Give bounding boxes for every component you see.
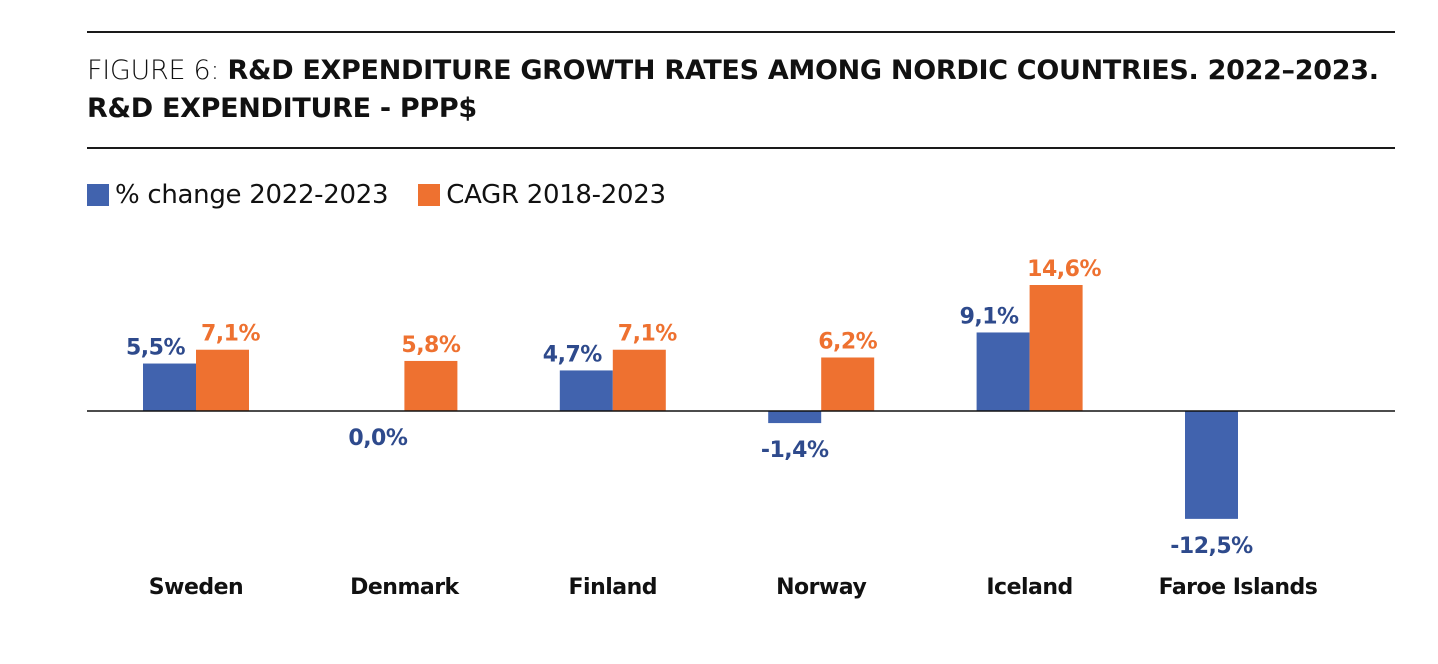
top-rule <box>87 31 1395 33</box>
data-label: 14,6% <box>1027 257 1101 282</box>
legend-swatch-pct-change <box>87 184 109 206</box>
bar-cagr-sweden <box>196 349 249 411</box>
data-label: 9,1% <box>960 304 1019 329</box>
data-label: 5,8% <box>401 333 460 358</box>
legend-label-cagr: CAGR 2018-2023 <box>446 180 666 210</box>
data-label: -12,5% <box>1170 534 1253 559</box>
legend-item-cagr: CAGR 2018-2023 <box>418 180 666 210</box>
data-label: -1,4% <box>761 438 829 463</box>
bar-pct-change-iceland <box>976 332 1030 411</box>
category-label: Denmark <box>350 575 460 600</box>
bar-pct-change-sweden <box>143 363 196 411</box>
data-label: 7,1% <box>201 322 260 347</box>
bar-cagr-finland <box>612 349 666 411</box>
bar-pct-change-faroe-islands <box>1185 411 1238 519</box>
category-label: Finland <box>569 575 658 600</box>
data-label: 4,7% <box>543 342 602 367</box>
legend-swatch-cagr <box>418 184 441 206</box>
chart-subtitle: R&D EXPENDITURE - PPP$ <box>87 93 477 124</box>
bar-pct-change-finland <box>559 370 613 411</box>
bar-cagr-norway <box>821 357 875 411</box>
bar-cagr-iceland <box>1029 285 1083 411</box>
bar-pct-change-norway <box>768 411 822 424</box>
category-label: Iceland <box>986 575 1072 600</box>
chart-title: FIGURE 6: R&D EXPENDITURE GROWTH RATES A… <box>87 52 1387 128</box>
legend-item-pct-change: % change 2022-2023 <box>87 180 389 210</box>
legend-label-pct-change: % change 2022-2023 <box>115 180 389 210</box>
data-label: 5,5% <box>126 336 185 361</box>
category-label: Norway <box>776 575 866 600</box>
title-main: R&D EXPENDITURE GROWTH RATES AMONG NORDI… <box>227 55 1379 86</box>
data-label: 7,1% <box>618 322 677 347</box>
legend: % change 2022-2023 CAGR 2018-2023 <box>87 180 696 210</box>
category-label: Sweden <box>149 575 243 600</box>
title-prefix: FIGURE 6: <box>87 55 228 86</box>
data-label: 0,0% <box>348 426 407 451</box>
category-label: Faroe Islands <box>1159 575 1318 600</box>
bar-cagr-denmark <box>404 360 458 411</box>
bottom-rule <box>87 147 1395 149</box>
data-label: 6,2% <box>818 329 877 354</box>
